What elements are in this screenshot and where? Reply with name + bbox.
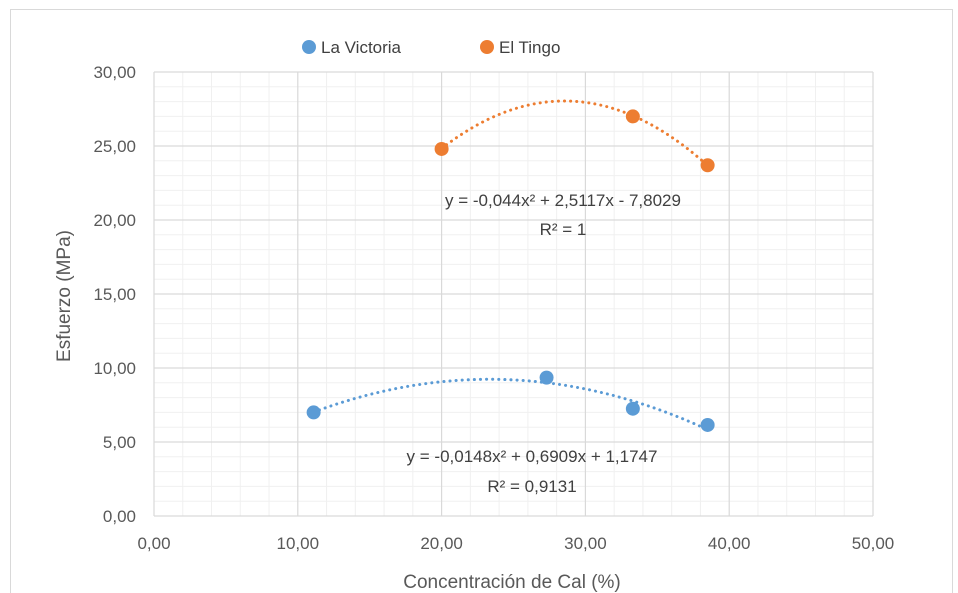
legend: La Victoria El Tingo: [302, 38, 560, 57]
x-tick-labels: 0,00 10,00 20,00 30,00 40,00 50,00: [137, 534, 894, 553]
y-tick-label: 25,00: [93, 137, 136, 156]
x-tick-label: 50,00: [852, 534, 895, 553]
legend-label-el-tingo: El Tingo: [499, 38, 560, 57]
major-gridlines: [153, 71, 874, 517]
data-point-la-victoria: [539, 370, 554, 385]
y-axis-title: Esfuerzo (MPa): [54, 230, 75, 362]
trendline-equation-el-tingo: y = -0,044x² + 2,5117x - 7,8029: [445, 191, 681, 210]
data-point-la-victoria: [625, 401, 640, 416]
data-point-el-tingo: [700, 158, 715, 173]
x-tick-label: 0,00: [137, 534, 170, 553]
y-tick-label: 15,00: [93, 285, 136, 304]
trendline-equation-la-victoria: y = -0,0148x² + 0,6909x + 1,1747: [407, 447, 658, 466]
x-tick-label: 40,00: [708, 534, 751, 553]
y-tick-labels: 0,00 5,00 10,00 15,00 20,00 25,00 30,00: [93, 63, 136, 526]
data-point-el-tingo: [625, 109, 640, 124]
trendline-la-victoria: [312, 377, 710, 432]
x-tick-label: 10,00: [277, 534, 320, 553]
legend-marker-la-victoria: [302, 40, 316, 54]
y-tick-label: 0,00: [103, 507, 136, 526]
data-point-la-victoria: [700, 417, 715, 432]
chart-frame: [10, 9, 953, 593]
y-tick-label: 20,00: [93, 211, 136, 230]
trendline-el-tingo: [440, 99, 710, 168]
y-tick-label: 10,00: [93, 359, 136, 378]
legend-label-la-victoria: La Victoria: [321, 38, 402, 57]
trendlines: [312, 99, 710, 432]
x-tick-label: 20,00: [420, 534, 463, 553]
trendline-r2-la-victoria: R² = 0,9131: [487, 477, 576, 496]
data-points: [306, 109, 715, 432]
x-tick-label: 30,00: [564, 534, 607, 553]
y-tick-label: 5,00: [103, 433, 136, 452]
data-point-la-victoria: [306, 405, 321, 420]
x-axis-title: Concentración de Cal (%): [403, 572, 621, 593]
trendline-r2-el-tingo: R² = 1: [540, 220, 587, 239]
legend-marker-el-tingo: [480, 40, 494, 54]
y-tick-label: 30,00: [93, 63, 136, 82]
data-point-el-tingo: [434, 141, 449, 156]
